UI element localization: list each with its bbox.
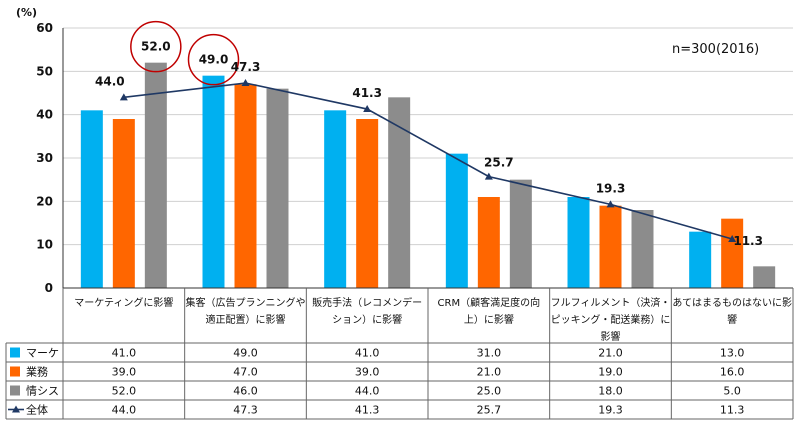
table-cell: 49.0	[233, 347, 258, 360]
y-tick-label: 40	[36, 108, 53, 122]
line-series	[123, 82, 733, 240]
line-marker	[119, 93, 128, 101]
bar	[234, 84, 257, 288]
data-label: 41.3	[352, 86, 382, 100]
table-cell: 13.0	[720, 347, 745, 360]
data-label: 11.3	[733, 234, 763, 248]
x-tick-label: マーケティングに影響	[74, 296, 173, 309]
table-cell: 11.3	[720, 404, 745, 417]
table-cell: 44.0	[355, 385, 380, 398]
sample-size-note: n=300(2016)	[672, 42, 759, 57]
legend-label: 全体	[26, 403, 48, 417]
x-tick-label: CRM（顧客満足度の向	[438, 296, 541, 309]
legend-swatch	[10, 366, 20, 377]
data-label: 49.0	[199, 53, 229, 67]
table-cell: 41.0	[112, 347, 137, 360]
x-tick-label: フルフィルメント（決済・	[551, 296, 671, 309]
highlight-circle	[187, 33, 240, 86]
line-marker	[728, 235, 737, 243]
data-label: 25.7	[484, 156, 514, 170]
legend-swatch	[10, 347, 20, 358]
y-tick-label: 30	[36, 151, 53, 165]
bar	[689, 231, 712, 288]
bar	[599, 205, 622, 288]
y-axis-unit: (%)	[16, 6, 37, 19]
bar	[144, 62, 167, 288]
line-marker	[241, 79, 250, 87]
y-tick-label: 0	[45, 281, 53, 295]
table-cell: 21.0	[598, 347, 623, 360]
bar	[753, 266, 776, 288]
x-tick-label: 適正配置）に影響	[206, 313, 286, 326]
bar	[477, 197, 500, 288]
bar	[631, 210, 654, 288]
legend-swatch	[10, 385, 20, 396]
legend-label: マーケ	[26, 347, 59, 360]
table-cell: 52.0	[112, 385, 137, 398]
x-tick-label: ピッキング・配送業務）に	[551, 313, 671, 326]
table-cell: 21.0	[477, 366, 502, 379]
line-marker	[606, 200, 615, 208]
legend-label: 情シス	[26, 385, 59, 398]
x-tick-label: 響	[727, 313, 737, 326]
x-tick-label: あてはまるものはないに影	[672, 297, 792, 309]
table-cell: 41.0	[355, 347, 380, 360]
bar	[567, 197, 590, 288]
y-tick-label: 10	[36, 238, 53, 252]
x-tick-label: 影響	[601, 330, 621, 343]
table-cell: 5.0	[723, 385, 741, 398]
data-label: 44.0	[95, 74, 125, 88]
table-cell: 18.0	[598, 385, 623, 398]
table-cell: 44.0	[112, 404, 137, 417]
table-cell: 39.0	[355, 366, 380, 379]
bar	[266, 88, 289, 289]
bar	[509, 179, 532, 288]
highlight-circle	[130, 20, 182, 73]
y-tick-label: 60	[36, 21, 53, 35]
line-marker	[484, 172, 493, 180]
table-cell: 19.3	[598, 404, 623, 417]
bar	[445, 153, 468, 288]
data-label: 52.0	[141, 40, 171, 54]
x-tick-label: 集客（広告プランニングや	[186, 296, 306, 309]
legend-marker	[12, 405, 20, 413]
x-tick-label: 販売手法（レコメンデー	[312, 296, 422, 309]
x-tick-label: 上）に影響	[464, 313, 514, 326]
bar	[112, 119, 135, 288]
y-tick-label: 20	[36, 194, 53, 208]
data-label: 47.3	[231, 60, 261, 74]
table-cell: 47.3	[233, 404, 258, 417]
table-cell: 47.0	[233, 366, 258, 379]
y-tick-label: 50	[36, 64, 53, 78]
bar	[356, 119, 379, 288]
table-cell: 41.3	[355, 404, 380, 417]
table-cell: 19.0	[598, 366, 623, 379]
bar	[324, 110, 347, 288]
table-cell: 39.0	[112, 366, 137, 379]
table-cell: 16.0	[720, 366, 745, 379]
table-cell: 31.0	[477, 347, 502, 360]
data-label: 19.3	[596, 181, 626, 195]
bar	[388, 97, 411, 288]
bar	[80, 110, 103, 288]
legend-label: 業務	[26, 365, 48, 379]
bar	[721, 218, 744, 288]
x-tick-label: ション）に影響	[332, 313, 402, 326]
bar	[202, 75, 225, 289]
table-cell: 46.0	[233, 385, 258, 398]
table-cell: 25.0	[477, 385, 502, 398]
line-marker	[363, 105, 372, 113]
table-cell: 25.7	[477, 404, 502, 417]
